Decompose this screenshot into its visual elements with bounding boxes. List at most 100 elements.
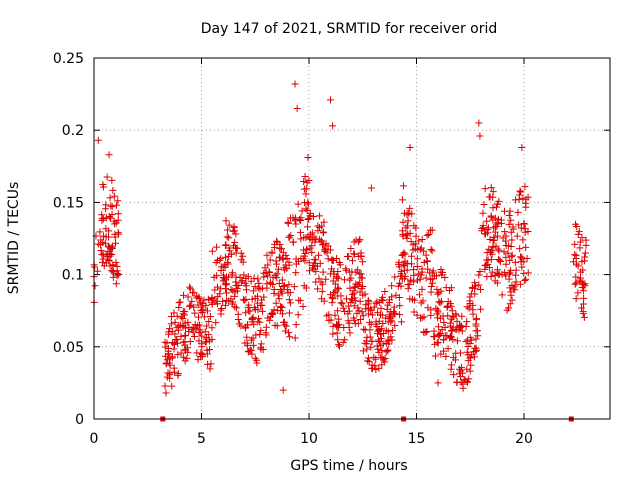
data-point [516, 245, 524, 253]
data-point [162, 359, 170, 367]
data-point [508, 253, 516, 261]
data-point [292, 260, 300, 268]
data-point [495, 271, 503, 279]
data-point [507, 216, 515, 224]
data-point [444, 312, 452, 320]
data-point [511, 282, 519, 290]
data-point [418, 236, 426, 244]
data-point [260, 293, 268, 301]
data-point [194, 301, 202, 309]
data-point [485, 245, 493, 253]
data-point [304, 216, 312, 224]
data-point [399, 232, 407, 240]
data-point [106, 194, 114, 202]
data-point [574, 230, 582, 238]
data-point [304, 200, 312, 208]
data-point [284, 289, 292, 297]
data-point [308, 229, 316, 237]
data-point [265, 268, 273, 276]
data-point [438, 326, 446, 334]
data-point [436, 299, 444, 307]
chart-title: Day 147 of 2021, SRMTID for receiver ori… [201, 21, 498, 37]
data-point [327, 246, 335, 254]
data-point [407, 276, 415, 284]
x-tick-label: 0 [90, 431, 99, 447]
data-point [487, 212, 495, 220]
data-point [466, 293, 474, 301]
data-point [506, 256, 514, 264]
data-point [489, 193, 497, 201]
data-point [91, 263, 99, 271]
data-point [341, 307, 349, 315]
data-point [389, 326, 397, 334]
data-point [372, 318, 380, 326]
data-point [174, 351, 182, 359]
data-point [171, 318, 179, 326]
data-point [372, 355, 380, 363]
data-point [364, 357, 372, 365]
data-point [423, 257, 431, 265]
data-point [457, 367, 465, 375]
data-point [233, 282, 241, 290]
data-point [223, 289, 231, 297]
data-point [385, 296, 393, 304]
data-point [227, 295, 235, 303]
data-point [395, 294, 403, 302]
data-point [293, 105, 301, 113]
data-point [363, 333, 371, 341]
data-point [502, 272, 510, 280]
data-point [213, 300, 221, 308]
data-point [114, 197, 122, 205]
data-point [464, 343, 472, 351]
data-point [279, 283, 287, 291]
data-point [347, 298, 355, 306]
data-point [306, 267, 314, 275]
data-point [222, 217, 230, 225]
data-point [312, 267, 320, 275]
data-point [483, 273, 491, 281]
data-point [364, 310, 372, 318]
data-point [348, 268, 356, 276]
data-point [174, 339, 182, 347]
data-point [415, 237, 423, 245]
data-point [176, 321, 184, 329]
data-point [282, 322, 290, 330]
data-point [319, 280, 327, 288]
data-point [300, 234, 308, 242]
data-point [434, 339, 442, 347]
data-point [427, 311, 435, 319]
data-point [450, 371, 458, 379]
data-point [377, 304, 385, 312]
data-point [269, 309, 277, 317]
data-point [212, 319, 220, 327]
data-point [100, 262, 108, 270]
data-point [335, 274, 343, 282]
data-point [108, 210, 116, 218]
data-point [518, 263, 526, 271]
data-point [403, 234, 411, 242]
data-point [281, 321, 289, 329]
data-point [311, 238, 319, 246]
data-point [189, 289, 197, 297]
data-point [515, 221, 523, 229]
data-point [208, 324, 216, 332]
data-point [111, 192, 119, 200]
data-point [575, 227, 583, 235]
data-point [494, 215, 502, 223]
data-point [578, 234, 586, 242]
data-point [481, 185, 489, 193]
data-point [355, 307, 363, 315]
data-point [105, 257, 113, 265]
data-point [207, 360, 215, 368]
data-point [483, 256, 491, 264]
data-point [234, 310, 242, 318]
data-point [361, 290, 369, 298]
data-point [519, 236, 527, 244]
data-point [181, 341, 189, 349]
data-point [329, 289, 337, 297]
data-point [334, 292, 342, 300]
data-point [177, 332, 185, 340]
data-point [465, 375, 473, 383]
data-point [410, 308, 418, 316]
data-point [411, 296, 419, 304]
